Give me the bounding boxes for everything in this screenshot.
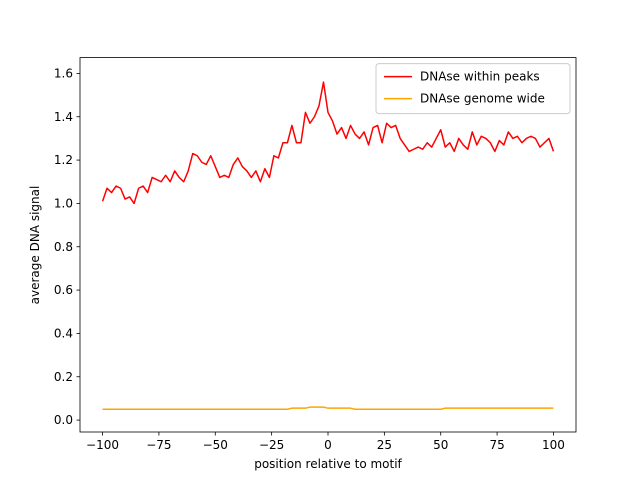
y-axis-label: average DNA signal bbox=[28, 186, 42, 305]
x-tick-label: 0 bbox=[324, 438, 332, 452]
x-tick-label: −75 bbox=[146, 438, 171, 452]
y-tick-label: 1.6 bbox=[54, 66, 73, 80]
x-tick-label: −25 bbox=[259, 438, 284, 452]
legend-label: DNAse within peaks bbox=[420, 70, 540, 84]
series-line bbox=[102, 406, 554, 410]
legend-box bbox=[375, 63, 571, 115]
y-tick-label: 1.0 bbox=[54, 196, 73, 210]
y-tick-label: 1.2 bbox=[54, 153, 73, 167]
legend-label: DNAse genome wide bbox=[420, 92, 545, 106]
x-tick-label: 50 bbox=[433, 438, 448, 452]
x-tick-label: −50 bbox=[203, 438, 228, 452]
y-tick-label: 0.4 bbox=[54, 326, 73, 340]
y-tick-label: 0.0 bbox=[54, 413, 73, 427]
y-tick-label: 0.6 bbox=[54, 283, 73, 297]
x-tick-label: 100 bbox=[542, 438, 565, 452]
x-axis-label: position relative to motif bbox=[254, 457, 402, 471]
plot-frame bbox=[79, 57, 577, 433]
x-tick-label: 25 bbox=[377, 438, 392, 452]
y-tick-label: 1.4 bbox=[54, 110, 73, 124]
x-tick-label: 75 bbox=[489, 438, 504, 452]
y-tick-label: 0.8 bbox=[54, 240, 73, 254]
y-tick-label: 0.2 bbox=[54, 370, 73, 384]
x-tick-label: −100 bbox=[86, 438, 119, 452]
series-line bbox=[101, 81, 555, 205]
